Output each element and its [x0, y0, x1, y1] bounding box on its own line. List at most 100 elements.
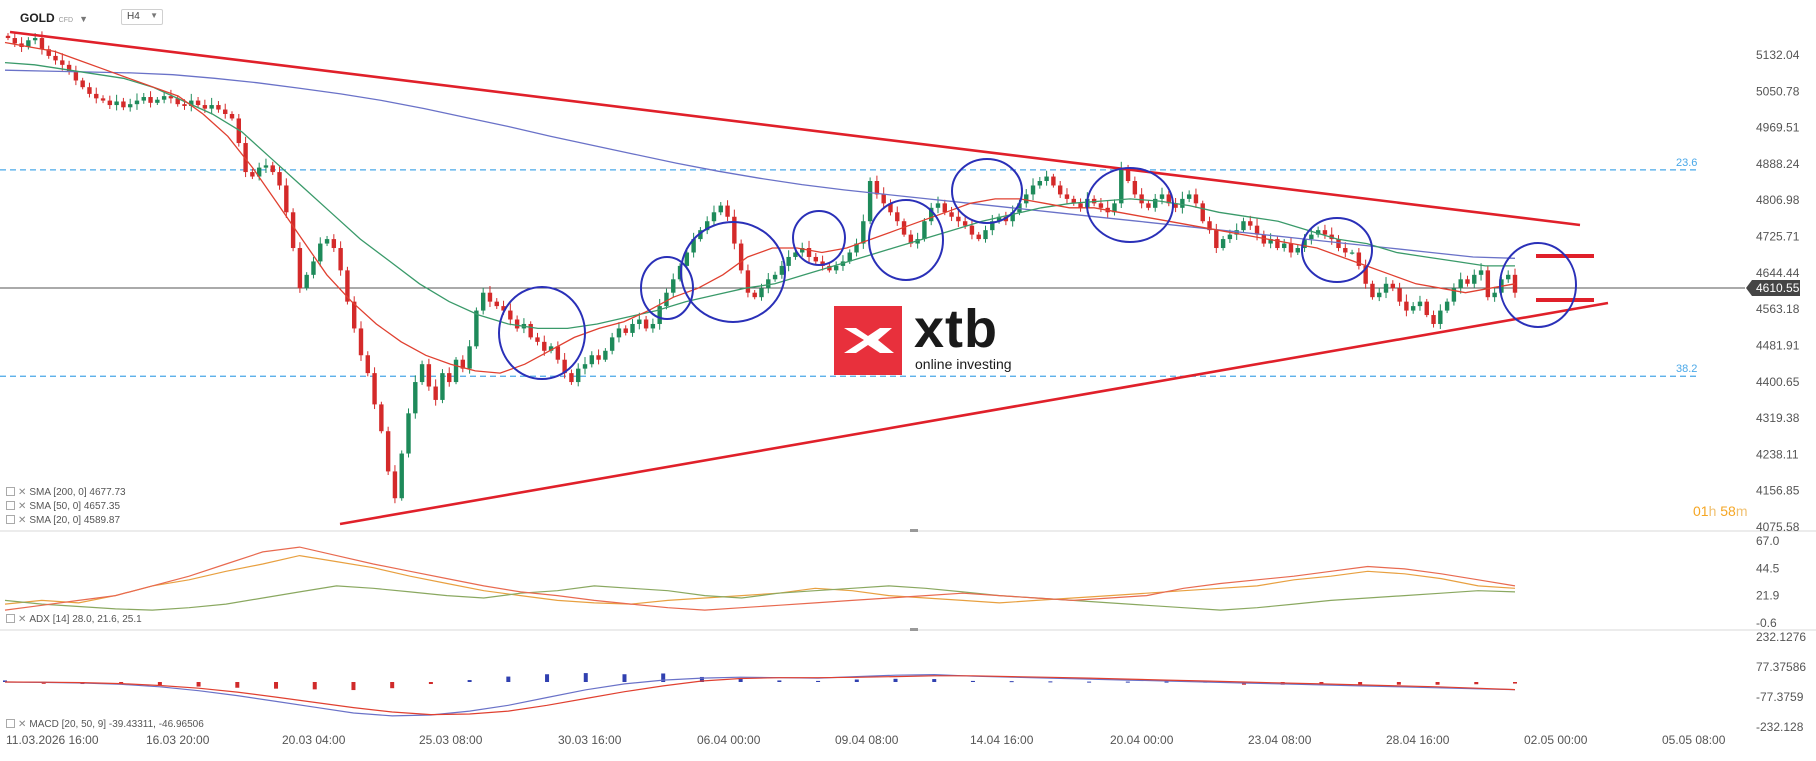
- candle: [1227, 234, 1233, 240]
- candle: [1193, 194, 1199, 204]
- candle: [1302, 239, 1307, 249]
- annotation-circle: [792, 210, 846, 266]
- macd-histogram-bar: [622, 674, 627, 682]
- candle: [725, 205, 730, 217]
- macd-histogram-bar: [467, 680, 472, 682]
- candle: [1438, 310, 1443, 324]
- macd-histogram-bar: [428, 681, 433, 685]
- legend-sma20[interactable]: ✕ SMA [20, 0] 4589.87: [6, 515, 120, 526]
- macd-histogram-bar: [893, 678, 898, 682]
- candle: [161, 96, 167, 100]
- lower-trendline: [339, 301, 1609, 526]
- candle: [250, 172, 255, 177]
- chevron-down-icon[interactable]: ▼: [79, 14, 88, 24]
- settings-icon[interactable]: [6, 614, 15, 623]
- legend-text: SMA [50, 0] 4657.35: [29, 501, 121, 512]
- macd-histogram-bar: [699, 676, 704, 682]
- candle: [440, 373, 445, 400]
- candle: [1506, 274, 1511, 280]
- candle: [1370, 283, 1375, 298]
- candle: [623, 328, 628, 333]
- candle: [467, 346, 472, 369]
- close-icon[interactable]: ✕: [18, 487, 27, 498]
- candle: [555, 346, 561, 360]
- candle: [874, 181, 880, 195]
- symbol-title[interactable]: GOLD CFD ▼: [20, 11, 88, 25]
- macd-histogram-bar: [970, 680, 975, 682]
- candle: [1281, 243, 1287, 249]
- candle: [87, 87, 92, 94]
- candle: [548, 346, 554, 351]
- candle: [453, 359, 459, 383]
- candle: [929, 207, 934, 222]
- candle: [603, 350, 608, 360]
- candle: [372, 373, 377, 405]
- adx-line: [4, 554, 1516, 605]
- candle: [379, 404, 384, 432]
- timer-minutes: 58: [1720, 503, 1736, 519]
- candle: [284, 185, 289, 213]
- annotation-circle: [951, 158, 1023, 224]
- candle: [616, 328, 622, 338]
- close-icon[interactable]: ✕: [18, 719, 27, 730]
- macd-histogram-bar: [816, 680, 821, 682]
- candle: [100, 98, 106, 101]
- candle: [745, 270, 751, 293]
- candle: [793, 252, 798, 257]
- legend-sma50[interactable]: ✕ SMA [50, 0] 4657.35: [6, 501, 120, 512]
- price-axis-label: 4400.65: [1756, 375, 1800, 389]
- close-icon[interactable]: ✕: [18, 501, 27, 512]
- candle: [26, 40, 31, 47]
- legend-adx[interactable]: ✕ ADX [14] 28.0, 21.6, 25.1: [6, 614, 142, 625]
- candle: [1390, 283, 1396, 289]
- candle: [630, 323, 635, 333]
- upper-trendline: [9, 30, 1581, 227]
- settings-icon[interactable]: [6, 515, 15, 524]
- candle: [861, 221, 866, 244]
- candle: [501, 306, 506, 311]
- close-icon[interactable]: ✕: [18, 515, 27, 526]
- candle: [582, 364, 588, 369]
- candle: [895, 212, 900, 222]
- time-axis-label: 28.04 16:00: [1386, 733, 1450, 747]
- price-axis-label: 4563.18: [1756, 302, 1800, 316]
- candle: [304, 274, 309, 289]
- logo-tagline: online investing: [915, 356, 1012, 372]
- close-icon[interactable]: ✕: [18, 614, 27, 625]
- candle: [1356, 252, 1362, 266]
- price-axis-label: 4969.51: [1756, 121, 1800, 135]
- settings-icon[interactable]: [6, 501, 15, 510]
- macd-axis-label: -77.3759: [1756, 690, 1804, 704]
- timeframe-select[interactable]: H4 ▼: [121, 9, 163, 25]
- macd-histogram-bar: [1435, 681, 1440, 685]
- fib-level-label: 38.2: [1676, 363, 1697, 375]
- candle: [1186, 194, 1192, 199]
- candle: [73, 71, 79, 81]
- candle: [935, 203, 941, 208]
- candle: [514, 319, 520, 329]
- macd-histogram-bar: [661, 673, 666, 682]
- time-axis-label: 09.04 08:00: [835, 733, 899, 747]
- candle: [1288, 243, 1294, 253]
- candle: [1492, 292, 1497, 298]
- candle: [1410, 306, 1416, 311]
- logo-word: xtb: [914, 299, 998, 359]
- candle: [1159, 194, 1165, 199]
- candle: [908, 234, 914, 244]
- price-axis-label: 4644.44: [1756, 266, 1800, 280]
- candle: [460, 359, 466, 369]
- candle: [806, 248, 812, 257]
- candle: [576, 368, 581, 383]
- candle: [60, 60, 65, 65]
- di-plus-line: [4, 585, 1516, 611]
- settings-icon[interactable]: [6, 487, 15, 496]
- candle: [413, 382, 418, 414]
- legend-sma200[interactable]: ✕ SMA [200, 0] 4677.73: [6, 487, 126, 498]
- candle: [1220, 239, 1226, 249]
- candle: [867, 181, 873, 222]
- settings-icon[interactable]: [6, 719, 15, 728]
- legend-macd[interactable]: ✕ MACD [20, 50, 9] -39.43311, -46.96506: [6, 719, 204, 730]
- timer-m-unit: m: [1735, 503, 1748, 519]
- candle: [704, 221, 710, 231]
